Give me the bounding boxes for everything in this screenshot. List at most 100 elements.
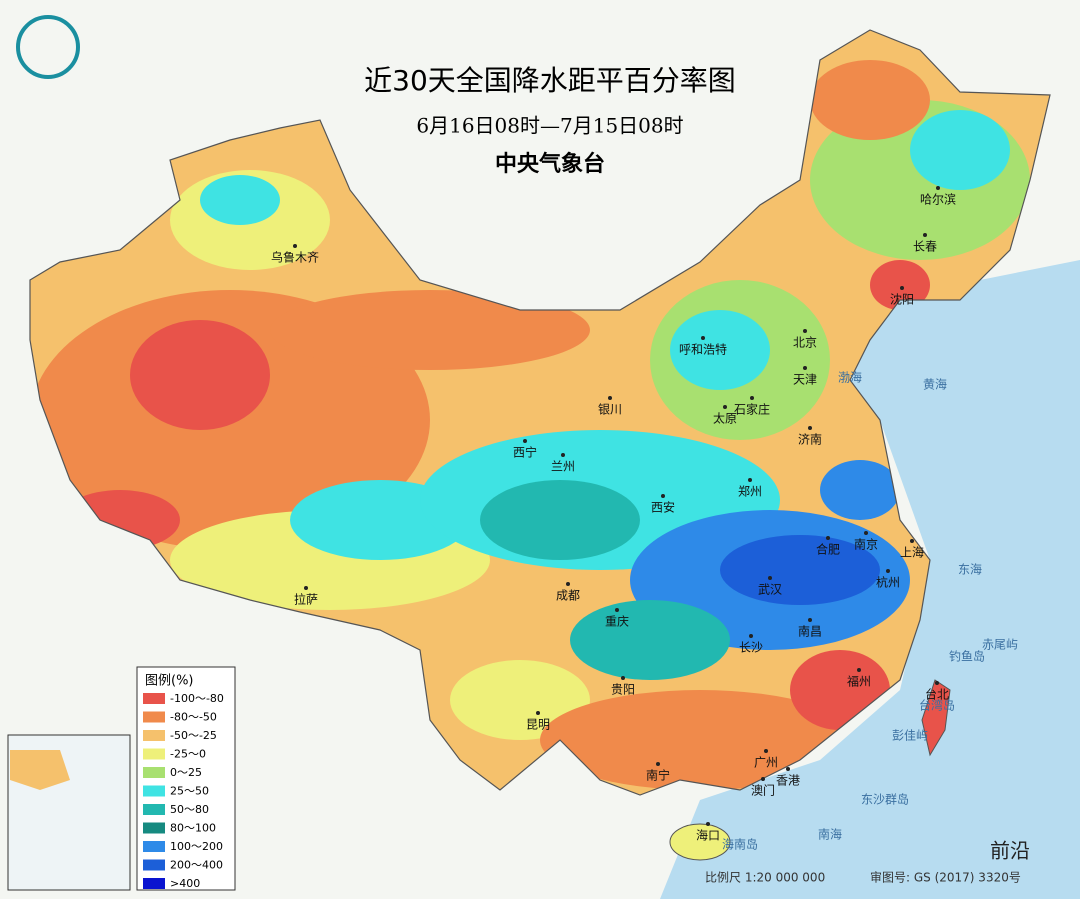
agency: 中央气象台 (495, 151, 605, 177)
legend-swatch (143, 859, 165, 871)
legend-swatch (143, 822, 165, 834)
scale: 比例尺 1:20 000 000 (705, 871, 825, 885)
city-label: 乌鲁木齐 (271, 250, 319, 265)
city-dot (723, 405, 727, 409)
legend-swatch (143, 841, 165, 852)
city-label: 哈尔滨 (920, 192, 956, 207)
city-label: 郑州 (738, 484, 762, 499)
approval: 审图号: GS (2017) 3320号 (870, 870, 1021, 885)
legend (136, 666, 236, 891)
legend-swatch (143, 748, 165, 760)
city-label: 天津 (793, 373, 817, 387)
city-dot (706, 822, 710, 826)
logo (16, 15, 80, 79)
city-label: 北京 (793, 336, 817, 350)
city-label: 成都 (556, 589, 580, 603)
sea (660, 260, 1080, 899)
legend-swatch (143, 711, 165, 723)
city-dot (768, 576, 772, 580)
city-label: 石家庄 (734, 402, 770, 417)
city-label: 武汉 (758, 583, 782, 597)
city-dot (293, 244, 297, 248)
legend-swatch (143, 693, 165, 704)
city-dot (523, 439, 527, 443)
city-dot (808, 426, 812, 430)
city-dot (761, 777, 765, 781)
title: 近30天全国降水距平百分率图 (364, 64, 736, 97)
city-label: 昆明 (526, 718, 550, 732)
city-dot (304, 586, 308, 590)
city-dot (750, 396, 754, 400)
place-label: 南海 (818, 827, 842, 842)
legend-label: -80～-50 (170, 711, 217, 724)
legend-label: 200～400 (170, 859, 223, 872)
city-label: 重庆 (605, 615, 629, 629)
place-label: 黄海 (923, 377, 947, 392)
city-dot (536, 711, 540, 715)
legend-swatch (143, 767, 165, 778)
city-label: 福州 (847, 674, 871, 689)
legend-label: >400 (170, 877, 200, 890)
city-label: 济南 (798, 432, 822, 447)
city-label: 台北 (925, 687, 949, 702)
city-label: 拉萨 (294, 592, 318, 607)
legend-label: 50～80 (170, 803, 209, 816)
legend-label: -100～-80 (170, 692, 224, 705)
city-label: 长沙 (739, 641, 763, 655)
city-dot (910, 539, 914, 543)
city-label: 长春 (913, 240, 937, 254)
legend-label: 0～25 (170, 766, 202, 779)
city-label: 南昌 (798, 624, 822, 639)
city-label: 海口 (696, 828, 720, 843)
watermark: 前沿 (990, 839, 1030, 863)
city-dot (803, 366, 807, 370)
city-label: 西宁 (513, 445, 537, 460)
legend-label: -50～-25 (170, 729, 217, 742)
city-dot (808, 618, 812, 622)
legend-swatch (143, 785, 165, 797)
city-label: 西安 (651, 500, 675, 515)
city-dot (857, 668, 861, 672)
city-dot (764, 749, 768, 753)
city-label: 兰州 (551, 460, 575, 474)
city-dot (621, 676, 625, 680)
place-label: 彭佳屿 (892, 729, 928, 743)
city-label: 南京 (854, 537, 878, 552)
city-dot (701, 336, 705, 340)
city-dot (886, 569, 890, 573)
city-label: 香港 (776, 774, 800, 788)
city-label: 南宁 (646, 768, 670, 783)
city-label: 呼和浩特 (679, 342, 727, 357)
legend-label: -25～0 (170, 748, 206, 761)
city-dot (826, 536, 830, 540)
city-label: 沈阳 (890, 292, 914, 307)
legend-label: 25～50 (170, 785, 209, 798)
city-label: 广州 (754, 756, 778, 770)
city-label: 贵阳 (611, 683, 635, 697)
city-dot (608, 396, 612, 400)
city-label: 银川 (598, 403, 622, 417)
legend-items: -100～-80 -80～-50 -50～-25 -25～0 0～25 25～50 50～8… (143, 692, 224, 890)
place-label: 台湾岛 (919, 698, 955, 713)
city-dot (864, 531, 868, 535)
legend-label: 100～200 (170, 840, 223, 853)
legend-title: 图例(%) (145, 674, 194, 689)
city-label: 太原 (713, 411, 737, 426)
subtitle: 6月16日08时—7月15日08时 (416, 114, 683, 138)
place-label: 钓鱼岛 (949, 649, 985, 664)
city-dot (656, 762, 660, 766)
city-label: 澳门 (751, 783, 775, 798)
legend-swatch (143, 878, 165, 889)
city-dot (900, 286, 904, 290)
place-label: 东海 (958, 562, 982, 577)
city-dot (936, 186, 940, 190)
city-dot (561, 453, 565, 457)
inset-land (10, 750, 70, 790)
city-label: 上海 (900, 545, 924, 560)
city-dot (786, 767, 790, 771)
city-label: 合肥 (816, 542, 840, 557)
city-dot (803, 329, 807, 333)
